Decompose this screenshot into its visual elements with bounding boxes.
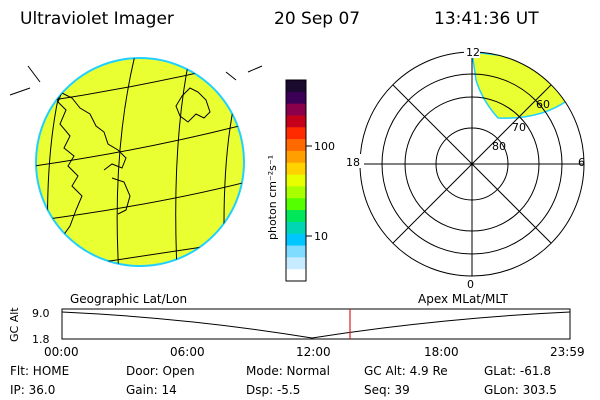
status-flight: Flt: HOME [10,364,69,378]
latitude-line [247,65,263,73]
color-scale-segment [286,162,306,176]
color-scale-segment [286,139,306,152]
color-scale-segment [286,103,306,117]
color-scale-segment [286,174,306,188]
mlat-label-70: 70 [512,121,526,134]
status-door: Door: Open [126,364,195,378]
color-scale-segment [286,150,306,164]
timeline-x-tick: 18:00 [424,345,459,359]
color-tick-10: 10 [314,230,328,243]
status-seq: Seq: 39 [364,383,410,397]
right-panel-label: Apex MLat/MLT [418,292,508,306]
status-gain: Gain: 14 [126,383,177,397]
color-scale-frame [285,79,307,282]
timeline-x-tick: 12:00 [296,345,331,359]
instrument-title: Ultraviolet Imager [20,9,174,29]
mlt-label-12: 12 [466,46,480,59]
label-bg [464,44,480,58]
mlat-label-60: 60 [536,98,550,111]
latitude-line [36,177,244,223]
earth-disk [35,57,245,267]
header-date: 20 Sep 07 [274,9,360,29]
coastline [27,65,41,83]
status-glon: GLon: 303.5 [484,383,557,397]
orbit-altitude-curve [61,311,571,339]
coastline [59,91,127,171]
mlat-label-80: 80 [492,140,506,153]
coastline [175,87,211,123]
label-bg [344,154,364,168]
coastline [111,177,131,215]
color-scale-segment [286,186,306,199]
timeline-y-label: GC Alt [8,307,21,342]
latitude-line [36,119,244,169]
color-scale-segment [286,115,306,128]
status-dsp: Dsp: -5.5 [246,383,300,397]
timeline-frame [61,308,571,340]
color-scale-segment [286,269,306,282]
color-scale-segment [286,257,306,270]
status-ip: IP: 36.0 [10,383,55,397]
color-scale-segment [286,91,306,105]
color-scale-segment [286,221,306,235]
timeline-y-top: 9.0 [32,307,50,320]
status-mode: Mode: Normal [246,364,330,378]
geo-grid-outer [9,65,263,96]
polar-grid [359,51,585,277]
status-glat: GLat: -61.8 [484,364,551,378]
mlt-label-6: 6 [578,156,585,169]
timeline-y-bottom: 1.8 [32,333,50,346]
color-tick-100: 100 [314,140,335,153]
timeline-x-tick: 00:00 [44,345,79,359]
coastline [225,71,237,81]
timeline-x-tick: 23:59 [550,345,585,359]
color-scale-segment [286,245,306,258]
color-scale-bar [286,80,306,282]
color-scale-segment [286,127,306,140]
header-time: 13:41:36 UT [434,9,539,29]
mlt-diagonal [392,84,552,244]
mlt-label-0: 0 [467,278,474,291]
longitude-line [175,58,191,266]
aurora-oval [471,52,569,119]
color-scale-segment [286,198,306,211]
latitude-line [9,87,31,96]
color-scale-segment [286,80,306,93]
color-scale-segment [286,233,306,247]
timeline-x-tick: 06:00 [170,345,205,359]
color-scale-label: photon cm⁻²s⁻¹ [266,155,279,240]
left-panel-label: Geographic Lat/Lon [70,292,187,306]
color-scale-segment [286,210,306,223]
mlt-label-18: 18 [346,156,360,169]
status-gc-alt: GC Alt: 4.9 Re [364,364,448,378]
